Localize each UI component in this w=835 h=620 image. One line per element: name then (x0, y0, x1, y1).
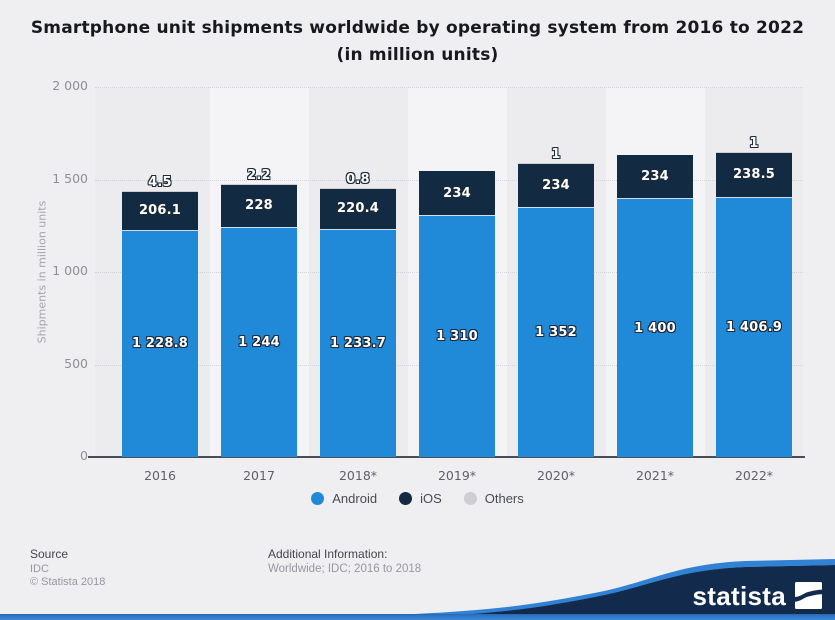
y-tick-label: 500 (64, 355, 88, 371)
legend-dot-android (311, 492, 325, 505)
bar-segment-android[interactable]: 1 244 (221, 226, 297, 457)
bar-segment-ios[interactable]: 234 (617, 154, 693, 198)
x-tick-label-2016: 2016 (144, 468, 176, 483)
statista-wave-graphic (415, 559, 835, 620)
bar-segment-ios[interactable]: 220.4 (320, 188, 396, 229)
bar-2016[interactable]: 1 228.8 206.1 4.5 (122, 87, 198, 457)
bar-2022[interactable]: 1 406.9 238.5 1 (716, 87, 792, 457)
bar-segment-android[interactable]: 1 310 (419, 214, 495, 457)
bar-segment-ios[interactable]: 206.1 (122, 191, 198, 230)
bar-value-label: 234 (641, 168, 669, 184)
bar-value-label: 1 244 (238, 334, 280, 350)
bar-others-label: 4.5 (148, 174, 172, 190)
wave-blue-curve (415, 559, 835, 620)
bar-segment-android[interactable]: 1 406.9 (716, 196, 792, 457)
source-value: IDC (30, 563, 49, 575)
bar-others-label: 1 (749, 136, 759, 152)
chart-plot: Shipments in million units 1 228.8 206.1 4… (36, 78, 805, 483)
additional-info-value: Worldwide; IDC; 2016 to 2018 (268, 563, 422, 575)
x-tick-label-2017: 2017 (243, 468, 275, 483)
bar-value-label: 206.1 (138, 203, 182, 219)
legend-item-others[interactable]: Others (463, 491, 524, 506)
legend-item-android[interactable]: Android (311, 491, 377, 506)
x-tick-label-2020: 2020* (536, 468, 576, 483)
bar-others-label: 2.2 (247, 168, 271, 184)
bar-value-label: 1 406.9 (725, 319, 783, 335)
bar-2017[interactable]: 1 244 228 2.2 (221, 87, 297, 457)
statista-logo-icon (795, 582, 822, 609)
x-tick-label-2022: 2022* (734, 468, 774, 483)
bar-value-label: 1 233.7 (329, 335, 387, 351)
chart-title-line2: (in million units) (336, 45, 499, 65)
legend: Android iOS Others (0, 491, 835, 506)
x-tick-label-2021: 2021* (635, 468, 675, 483)
bar-segment-android[interactable]: 1 352 (518, 206, 594, 457)
bar-value-label: 1 352 (535, 324, 577, 340)
wave-navy-fill (415, 565, 835, 620)
bottom-accent-bar (0, 614, 835, 620)
copyright-text: © Statista 2018 (30, 576, 106, 588)
bar-value-label: 1 228.8 (131, 336, 189, 352)
statista-logo-text: statista (692, 580, 786, 611)
y-tick-label: 1 500 (52, 170, 88, 186)
legend-label: iOS (420, 491, 442, 506)
bar-segment-android[interactable]: 1 400 (617, 198, 693, 457)
x-tick-label-2019: 2019* (437, 468, 477, 483)
bar-segment-ios[interactable]: 234 (518, 163, 594, 207)
gridline-2000 (95, 87, 803, 88)
bar-value-label: 228 (245, 198, 273, 214)
bar-value-label: 234 (443, 185, 471, 201)
bar-value-label: 1 310 (436, 328, 478, 344)
bar-2018[interactable]: 1 233.7 220.4 0.8 (320, 87, 396, 457)
bar-value-label: 234 (542, 177, 570, 193)
additional-info-label: Additional Information: (268, 547, 388, 561)
bar-segment-ios[interactable]: 238.5 (716, 152, 792, 197)
bar-value-label: 220.4 (336, 200, 380, 216)
x-axis-line (88, 456, 805, 458)
footer: Source IDC © Statista 2018 Additional In… (0, 540, 835, 620)
y-tick-label: 1 000 (52, 263, 88, 278)
legend-item-ios[interactable]: iOS (399, 491, 442, 506)
bar-2019[interactable]: 1 310 234 (419, 87, 495, 457)
legend-dot-others (463, 492, 477, 505)
bar-value-label: 1 400 (634, 320, 676, 336)
bar-others-label: 0.8 (346, 171, 370, 187)
legend-label: Android (332, 491, 378, 506)
statista-brand: statista (693, 582, 822, 609)
bar-value-label: 238.5 (732, 167, 776, 183)
bar-2021[interactable]: 1 400 234 (617, 87, 693, 457)
bar-segment-ios[interactable]: 234 (419, 171, 495, 215)
y-tick-label: 2 000 (52, 78, 88, 93)
bar-segment-android[interactable]: 1 228.8 (122, 229, 198, 457)
bar-segment-ios[interactable]: 228 (221, 184, 297, 227)
plot-canvas: 1 228.8 206.1 4.5 2016 1 244 228 2.2 2017 1 233.… (88, 87, 805, 483)
bar-segment-others[interactable] (122, 190, 198, 192)
chart-title-line1: Smartphone unit shipments worldwide by o… (30, 18, 805, 38)
x-tick-label-2018: 2018* (338, 468, 378, 483)
legend-dot-ios (399, 492, 413, 505)
legend-label: Others (484, 491, 524, 506)
y-tick-label: 0 (80, 448, 88, 463)
source-label: Source (30, 547, 69, 561)
bar-segment-android[interactable]: 1 233.7 (320, 228, 396, 457)
bar-others-label: 1 (551, 147, 561, 163)
bar-2020[interactable]: 1 352 234 1 (518, 87, 594, 457)
chart-title: Smartphone unit shipments worldwide by o… (0, 15, 835, 69)
